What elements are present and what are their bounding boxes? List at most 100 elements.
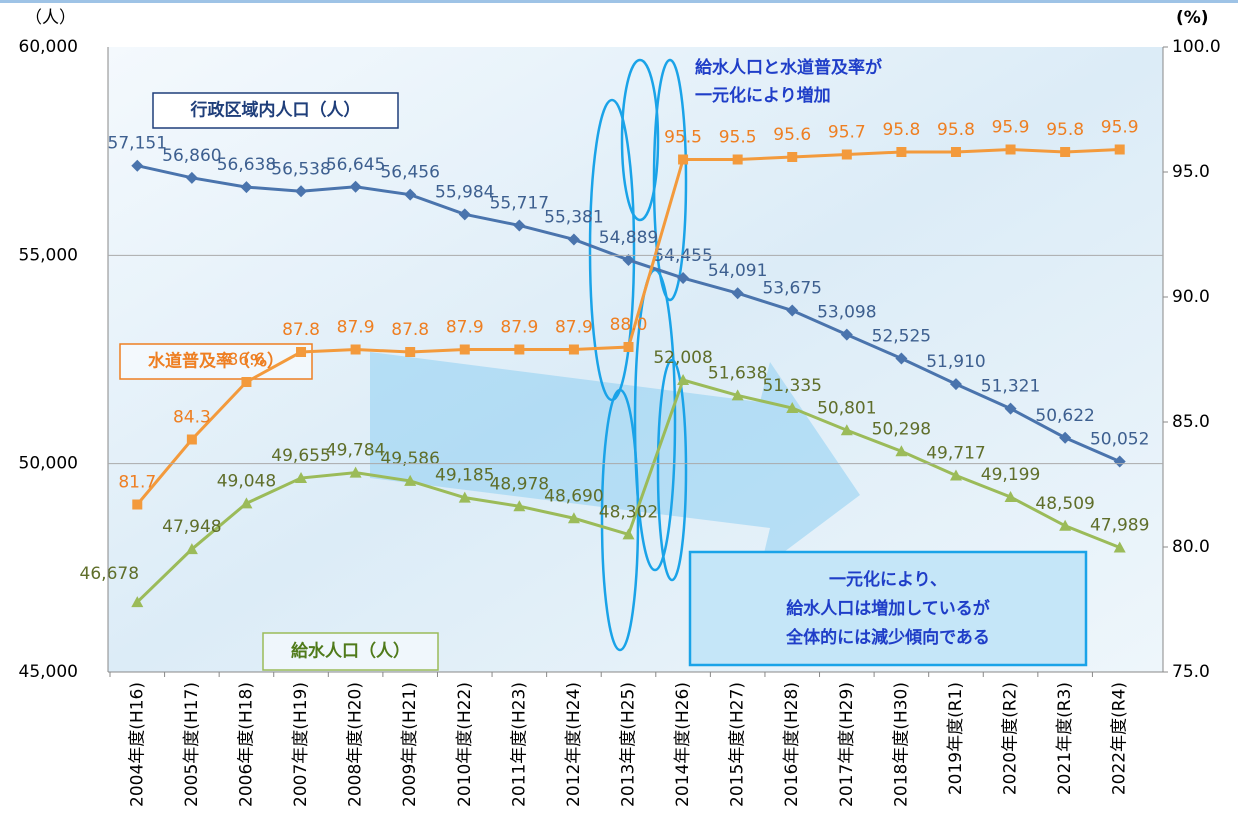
data-label: 56,638 (217, 155, 276, 175)
x-tick-label: 2019年度(R1) (946, 682, 966, 795)
marker (296, 347, 307, 357)
marker (349, 180, 362, 193)
y-tick-label: 50,000 (19, 454, 78, 474)
data-label: 56,645 (326, 155, 385, 175)
y2-tick-label: 80.0 (1172, 537, 1210, 557)
data-label: 48,690 (544, 486, 603, 506)
data-label: 55,984 (435, 182, 494, 202)
marker (568, 344, 579, 355)
marker (185, 543, 198, 555)
data-label: 50,052 (1090, 430, 1149, 450)
x-tick-label: 2012年度(H24) (564, 682, 584, 807)
data-label: 87.9 (555, 318, 593, 338)
marker (1114, 144, 1125, 155)
marker (1005, 144, 1016, 155)
data-label: 51,321 (981, 377, 1040, 397)
data-label: 50,622 (1035, 406, 1094, 426)
data-label: 55,381 (544, 207, 603, 227)
x-tick-label: 2017年度(H29) (837, 682, 857, 807)
data-label: 56,456 (380, 163, 439, 183)
marker (841, 149, 852, 160)
data-label: 86.6 (228, 350, 266, 370)
data-label: 53,675 (762, 279, 821, 299)
data-label: 81.7 (118, 473, 156, 493)
data-label: 87.9 (500, 318, 538, 338)
marker (350, 344, 361, 355)
data-label: 95.8 (1046, 120, 1084, 140)
y-tick-label: 60,000 (19, 37, 78, 57)
marker (1004, 491, 1017, 503)
marker (567, 512, 580, 524)
y2-tick-label: 85.0 (1172, 412, 1210, 432)
data-label: 56,538 (271, 159, 330, 179)
data-label: 95.8 (882, 120, 920, 140)
cloud (588, 58, 688, 652)
y2-unit: (%) (1176, 8, 1209, 28)
x-tick-label: 2022年度(R4) (1110, 682, 1130, 795)
data-label: 51,910 (926, 352, 985, 372)
marker (404, 188, 417, 201)
marker (404, 474, 417, 486)
data-label: 48,978 (490, 474, 549, 494)
marker (1113, 455, 1126, 468)
marker (840, 328, 853, 341)
x-tick-label: 2007年度(H19) (291, 682, 311, 807)
marker (895, 352, 908, 365)
marker (1060, 147, 1071, 157)
marker (513, 500, 526, 512)
data-label: 49,199 (981, 465, 1040, 485)
marker (949, 469, 962, 481)
data-label: 56,860 (162, 146, 221, 166)
data-label: 87.9 (337, 318, 375, 338)
x-tick-label: 2004年度(H16) (127, 682, 147, 807)
marker (132, 499, 143, 510)
y2-tick-label: 90.0 (1172, 287, 1210, 307)
x-tick-label: 2016年度(H28) (782, 682, 802, 807)
y-tick-label: 45,000 (19, 662, 78, 682)
data-label: 95.5 (664, 128, 702, 148)
marker (786, 304, 799, 317)
data-label: 49,586 (380, 449, 439, 469)
data-label: 95.7 (828, 123, 866, 143)
marker (840, 424, 853, 436)
marker (405, 347, 416, 357)
x-tick-label: 2009年度(H21) (400, 682, 420, 807)
data-label: 51,638 (708, 363, 767, 383)
marker (458, 491, 471, 503)
marker (185, 171, 198, 184)
marker (295, 185, 308, 198)
y2-tick-label: 100.0 (1172, 37, 1221, 57)
x-tick-label: 2006年度(H18) (236, 682, 256, 807)
y2-tick-label: 75.0 (1172, 662, 1210, 682)
data-label: 49,655 (271, 446, 330, 466)
marker (731, 287, 744, 300)
marker (459, 344, 470, 355)
y-unit: （人） (25, 8, 76, 28)
x-tick-label: 2008年度(H20) (346, 682, 366, 807)
marker (623, 342, 634, 352)
x-tick-label: 2014年度(H26) (673, 682, 693, 807)
marker (240, 497, 253, 509)
data-label: 88.0 (610, 315, 648, 335)
marker (622, 528, 635, 540)
data-label: 54,455 (653, 246, 712, 266)
marker (787, 152, 798, 162)
top-border (0, 0, 1238, 3)
data-label: 48,509 (1035, 494, 1094, 514)
marker (896, 147, 907, 157)
x-tick-label: 2020年度(R2) (1001, 682, 1021, 795)
note-box (688, 550, 1088, 667)
marker (732, 154, 743, 165)
data-label: 95.9 (992, 118, 1030, 138)
data-label: 49,717 (926, 443, 985, 463)
marker (950, 147, 961, 157)
y-tick-label: 55,000 (19, 245, 78, 265)
data-label: 47,989 (1090, 515, 1149, 535)
data-label: 95.6 (773, 125, 811, 145)
legend-label: 水道普及率（%） (148, 351, 284, 372)
marker (1113, 541, 1126, 553)
marker (677, 374, 690, 385)
legend-box (152, 92, 399, 129)
